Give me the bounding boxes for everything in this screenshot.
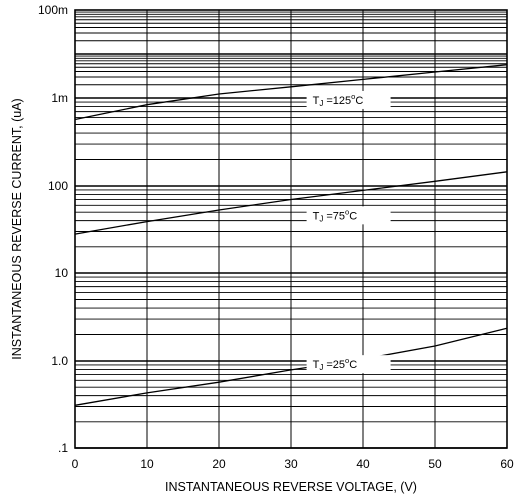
series-label-part: =125 — [323, 95, 351, 107]
series-label-part: T — [313, 95, 320, 107]
series-label-text: TJ =25oC — [313, 356, 358, 372]
series-label-part: C — [349, 359, 357, 371]
y-tick-label: 1.0 — [51, 354, 68, 368]
series-line-0 — [74, 64, 508, 121]
x-tick-label: 60 — [500, 457, 514, 471]
y-tick-label: 1m — [51, 91, 68, 105]
y-tick-label: 100 — [48, 179, 68, 193]
series-label-part: o — [345, 207, 349, 216]
series-label-0: TJ =125oC — [306, 90, 391, 109]
series-label-part: =25 — [323, 359, 345, 371]
x-tick-label: 50 — [428, 457, 442, 471]
series-label-part: J — [319, 99, 323, 108]
series-label-part: J — [319, 363, 323, 372]
x-axis-label: INSTANTANEOUS REVERSE VOLTAGE, (V) — [165, 480, 417, 494]
series-label-part: o — [345, 356, 349, 365]
x-tick-label: 0 — [72, 457, 79, 471]
x-tick-label: 20 — [212, 457, 226, 471]
y-tick-label: 10 — [55, 266, 69, 280]
y-tick-label: .1 — [58, 441, 68, 455]
y-tick-label: 100m — [38, 3, 68, 17]
series-label-part: C — [355, 95, 363, 107]
series-line-1 — [74, 171, 508, 235]
series-curves — [74, 64, 508, 406]
series-label-2: TJ =25oC — [306, 355, 391, 374]
x-tick-label: 30 — [284, 457, 298, 471]
grid — [74, 9, 508, 449]
series-label-part: C — [349, 210, 357, 222]
series-label-part: J — [319, 214, 323, 223]
series-label-part: T — [313, 210, 320, 222]
series-label-bg — [306, 206, 391, 225]
series-label-text: TJ =75oC — [313, 207, 358, 223]
plot-frame — [74, 9, 508, 449]
series-label-part: T — [313, 359, 320, 371]
x-tick-label: 10 — [140, 457, 154, 471]
series-label-part: =75 — [323, 210, 345, 222]
tick-labels: 0 10 20 30 40 50 60 .1 1.0 10 100 1m 100m — [38, 3, 514, 471]
series-label-text: TJ =125oC — [313, 92, 364, 108]
x-tick-label: 40 — [356, 457, 370, 471]
series-label-part: o — [351, 92, 355, 101]
series-label-1: TJ =75oC — [306, 206, 391, 225]
series-label-bg — [306, 90, 391, 109]
y-axis-label: INSTANTANEOUS REVERSE CURRENT, (uA) — [10, 98, 24, 359]
series-line-2 — [74, 327, 508, 406]
series-label-bg — [306, 355, 391, 374]
